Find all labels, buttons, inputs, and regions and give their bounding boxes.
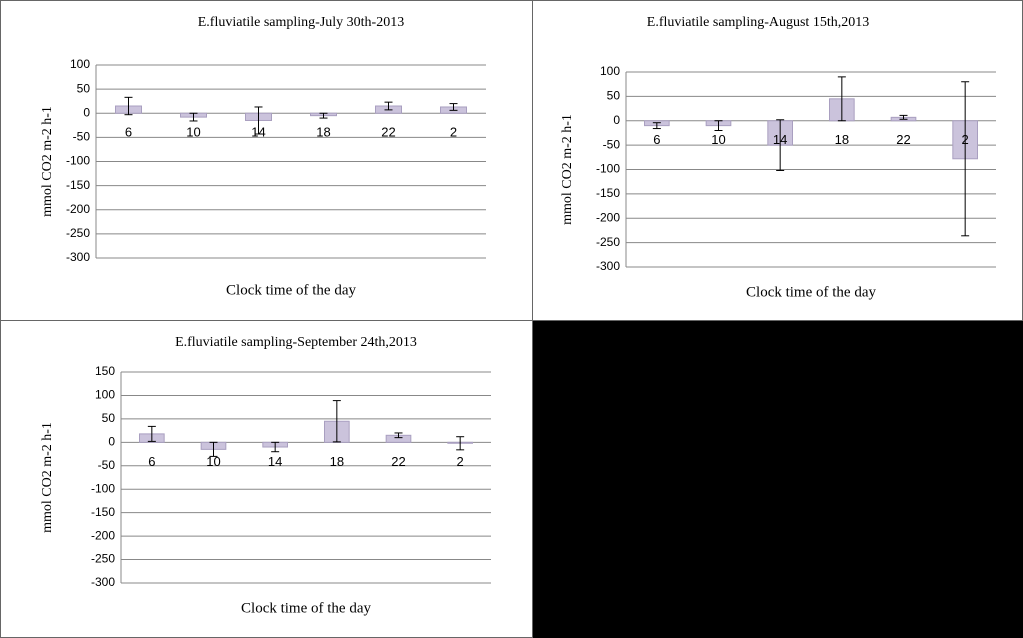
error-bar (652, 122, 661, 130)
error-bar (319, 112, 328, 119)
y-tick-label: -300 (66, 250, 90, 264)
error-bar (124, 96, 133, 116)
x-tick-label: 6 (125, 125, 132, 140)
y-tick-label: -100 (66, 154, 90, 168)
x-tick-label: 14 (268, 454, 282, 469)
error-bar (384, 101, 393, 111)
error-bar (449, 103, 458, 111)
y-tick-label: 150 (95, 364, 115, 378)
y-tick-label: 50 (607, 89, 621, 103)
x-tick-label: 14 (251, 125, 265, 140)
empty-panel (533, 321, 1023, 638)
y-tick-label: -200 (596, 210, 620, 224)
y-tick-label: -150 (66, 178, 90, 192)
x-axis-label: Clock time of the day (241, 600, 371, 616)
y-tick-label: 100 (70, 57, 90, 71)
chart-panel: E.fluviatile sampling-July 30th-2013 mmol… (0, 0, 533, 321)
x-tick-label: 18 (316, 125, 330, 140)
y-tick-label: -150 (596, 186, 620, 200)
y-tick-label: -50 (603, 137, 621, 151)
y-tick-label: -200 (66, 202, 90, 216)
error-bar (254, 106, 263, 135)
y-tick-label: -100 (91, 481, 115, 495)
y-tick-label: -250 (596, 235, 620, 249)
y-tick-label: -200 (91, 528, 115, 542)
y-tick-label: 0 (83, 105, 90, 119)
x-tick-label: 22 (896, 132, 910, 147)
chart-title: E.fluviatile sampling-September 24th,201… (175, 335, 417, 350)
x-tick-label: 6 (653, 132, 660, 147)
x-tick-label: 2 (450, 125, 457, 140)
x-tick-label: 22 (381, 125, 395, 140)
x-tick-label: 6 (148, 454, 155, 469)
error-bar (394, 432, 403, 439)
x-tick-label: 18 (835, 132, 849, 147)
y-axis-label: mmol CO2 m-2 h-1 (40, 106, 55, 217)
chart-title: E.fluviatile sampling-August 15th,2013 (647, 15, 869, 30)
y-tick-label: -50 (73, 130, 91, 144)
x-tick-label: 18 (330, 454, 344, 469)
y-tick-label: -300 (596, 259, 620, 273)
y-tick-label: 100 (600, 64, 620, 78)
error-bar (714, 120, 723, 131)
x-tick-label: 2 (962, 132, 969, 147)
x-tick-label: 10 (186, 125, 200, 140)
chart-title: E.fluviatile sampling-July 30th-2013 (198, 15, 404, 30)
error-bar (189, 112, 198, 122)
chart-panel: E.fluviatile sampling-September 24th,201… (0, 320, 533, 638)
y-tick-label: 100 (95, 388, 115, 402)
y-tick-label: 0 (613, 113, 620, 127)
y-tick-label: -250 (66, 226, 90, 240)
x-tick-label: 10 (711, 132, 725, 147)
error-bar (961, 81, 970, 237)
error-bar (147, 425, 156, 442)
error-bar (209, 441, 218, 457)
x-tick-label: 2 (457, 454, 464, 469)
x-axis-label: Clock time of the day (226, 282, 356, 298)
y-tick-label: -150 (91, 505, 115, 519)
x-tick-label: 22 (391, 454, 405, 469)
error-bar (456, 436, 465, 451)
x-tick-label: 10 (206, 454, 220, 469)
y-tick-label: 50 (77, 81, 91, 95)
error-bar (899, 114, 908, 120)
y-axis-label: mmol CO2 m-2 h-1 (560, 114, 575, 225)
y-axis-label: mmol CO2 m-2 h-1 (40, 422, 55, 533)
error-bar (271, 441, 280, 453)
error-bar (776, 119, 785, 171)
y-tick-label: -100 (596, 162, 620, 176)
y-tick-label: -250 (91, 552, 115, 566)
y-tick-label: 50 (102, 411, 116, 425)
error-bar (837, 76, 846, 122)
error-bar (332, 400, 341, 443)
y-tick-label: -50 (98, 458, 116, 472)
y-tick-label: -300 (91, 575, 115, 589)
x-axis-label: Clock time of the day (746, 284, 876, 300)
chart-panel: E.fluviatile sampling-August 15th,2013 mm… (532, 0, 1023, 321)
y-tick-label: 0 (108, 435, 115, 449)
x-tick-label: 14 (773, 132, 787, 147)
